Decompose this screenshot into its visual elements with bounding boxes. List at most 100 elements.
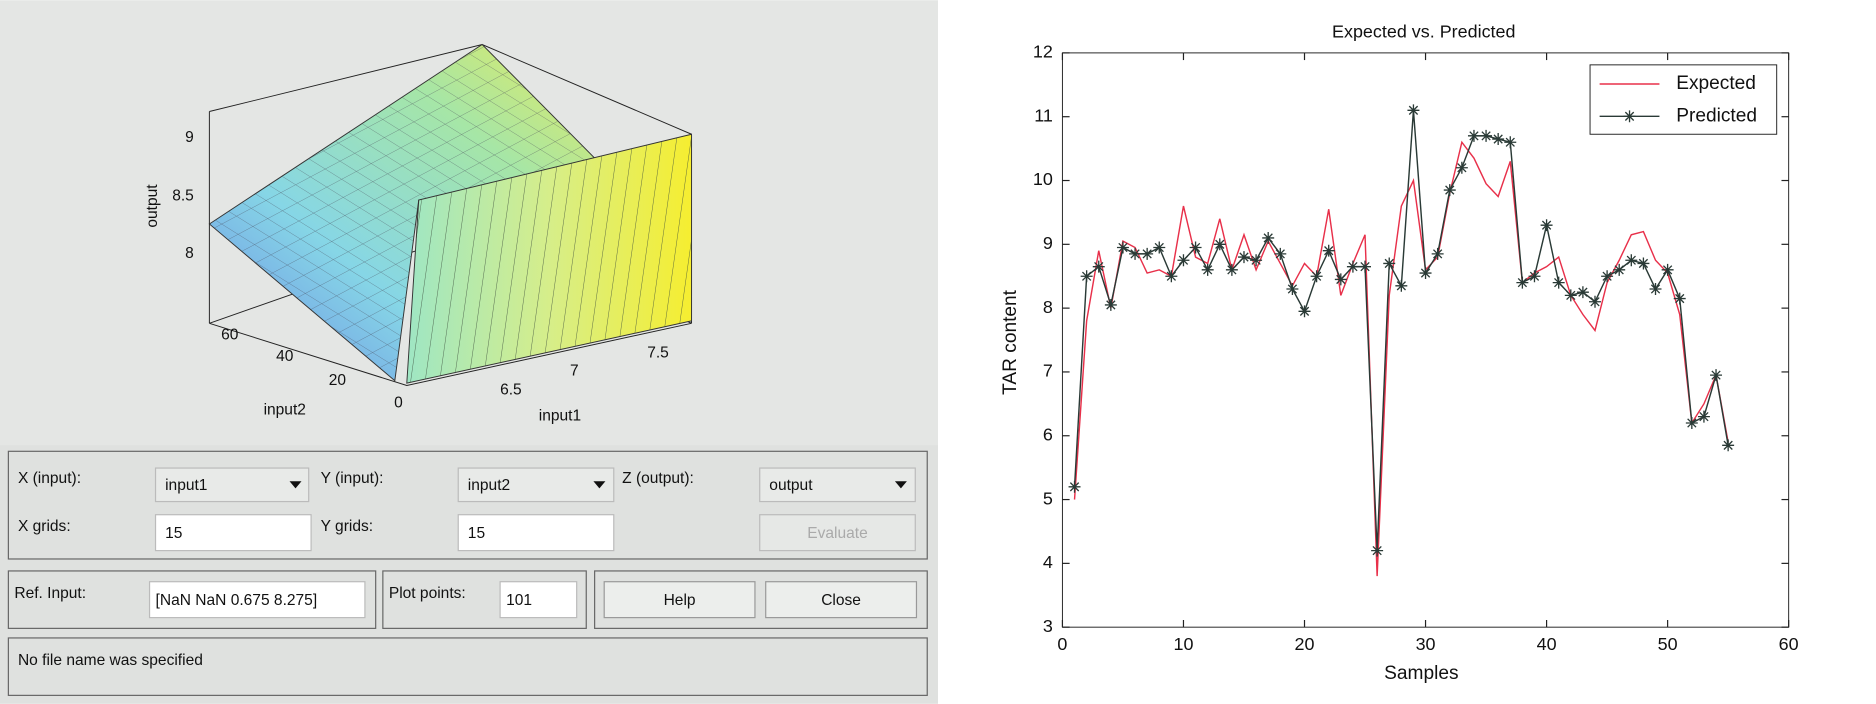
legend-label: Predicted	[1676, 105, 1757, 126]
point-marker	[1238, 251, 1250, 264]
point-marker	[1710, 369, 1723, 382]
point-marker	[1455, 161, 1468, 174]
point-marker	[1262, 231, 1275, 244]
point-marker	[1540, 219, 1553, 232]
point-marker	[1637, 257, 1650, 270]
z-output-dropdown[interactable]	[759, 467, 916, 503]
label: X (input):	[18, 470, 81, 487]
point-marker	[1141, 247, 1154, 260]
point-marker	[1189, 241, 1202, 254]
point-marker	[1068, 480, 1081, 493]
point-marker	[1129, 247, 1142, 260]
point-marker	[1625, 254, 1638, 267]
series-line	[1073, 140, 1729, 577]
point-marker	[1492, 133, 1505, 146]
help-button[interactable]	[603, 581, 756, 619]
close-button[interactable]	[765, 581, 918, 619]
x-input-dropdown[interactable]	[154, 467, 310, 503]
y-tick-label: 6	[1043, 424, 1053, 444]
surface-plot: output input2 input1 8 8.5 9 6.5 7 7.5 0…	[144, 43, 693, 425]
x-axis-label: Samples	[1384, 663, 1458, 684]
x-tick-label: 0	[1057, 634, 1067, 654]
point-marker	[1613, 263, 1626, 276]
point-marker	[1250, 254, 1263, 267]
label: Y grids:	[321, 518, 373, 535]
point-marker	[1552, 276, 1565, 289]
ref-input-field[interactable]	[148, 581, 366, 619]
z-axis-label: output	[144, 184, 161, 228]
y-tick-label: 20	[329, 372, 347, 389]
dropdown-value: input1	[165, 477, 207, 494]
panel	[382, 570, 587, 629]
point-marker	[1480, 129, 1493, 142]
x-tick-label: 6.5	[500, 381, 522, 398]
legend-box	[1589, 64, 1778, 135]
y-tick-label: 60	[221, 326, 239, 343]
field-value: 15	[165, 525, 182, 542]
y-input-dropdown[interactable]	[457, 467, 615, 503]
z-tick-label: 8.5	[172, 188, 194, 205]
label: Y (input):	[321, 470, 384, 487]
panel	[7, 450, 928, 560]
x-tick-label: 50	[1658, 634, 1678, 654]
button-label: Evaluate	[807, 525, 868, 542]
point-marker	[1467, 129, 1480, 142]
surface-viewer: output input2 input1 8 8.5 9 6.5 7 7.5 0…	[0, 0, 938, 704]
point-marker	[1322, 244, 1335, 257]
point-marker	[1649, 283, 1662, 295]
plot-points-field[interactable]	[499, 581, 578, 619]
y-tick-label: 8	[1043, 297, 1053, 317]
chart-title: Expected vs. Predicted	[1332, 21, 1515, 41]
label: X grids:	[18, 518, 71, 535]
point-marker	[1092, 260, 1105, 273]
y-tick-label: 5	[1043, 488, 1053, 508]
point-marker	[1346, 260, 1359, 273]
point-marker	[1225, 263, 1238, 276]
point-marker	[1516, 276, 1529, 289]
point-marker	[1685, 417, 1698, 429]
evaluate-button[interactable]	[759, 514, 916, 552]
point-marker	[1576, 286, 1589, 299]
legend-marker	[1623, 110, 1636, 123]
point-marker	[1274, 247, 1287, 260]
point-marker	[1419, 267, 1432, 280]
point-marker	[1080, 270, 1093, 283]
y-grids-field[interactable]	[457, 514, 615, 552]
x-grids-field[interactable]	[154, 514, 312, 552]
dropdown-arrow	[894, 481, 907, 489]
z-tick-label: 9	[185, 129, 194, 146]
x-axis-label: input1	[539, 408, 581, 425]
point-marker	[1165, 270, 1178, 283]
x-tick-label: 7.5	[647, 344, 669, 361]
dropdown-value: output	[769, 477, 813, 494]
point-marker	[1383, 257, 1396, 270]
plot-area	[1061, 52, 1790, 628]
y-tick-label: 10	[1033, 169, 1053, 189]
x-tick-label: 40	[1537, 634, 1557, 654]
y-tick-label: 7	[1043, 361, 1053, 381]
dropdown-arrow	[593, 481, 606, 489]
point-marker	[1334, 273, 1347, 286]
label: Ref. Input:	[14, 585, 86, 602]
point-marker	[1310, 270, 1323, 283]
surface-face-mesh	[406, 134, 692, 384]
point-marker	[1371, 544, 1384, 557]
label: Z (output):	[622, 470, 694, 487]
point-marker	[1213, 238, 1226, 251]
surface-mesh	[209, 44, 611, 381]
y-tick-label: 11	[1034, 105, 1053, 125]
y-axis-label: TAR content	[1000, 289, 1021, 395]
point-marker	[1395, 279, 1408, 292]
point-marker	[1722, 439, 1735, 452]
panel	[7, 637, 928, 696]
button-label: Close	[821, 592, 861, 609]
point-marker	[1443, 184, 1456, 197]
point-marker	[1153, 241, 1166, 254]
x-tick-label: 10	[1173, 634, 1193, 654]
x-tick-label: 7	[570, 362, 579, 379]
point-marker	[1528, 270, 1541, 283]
y-tick-label: 0	[394, 395, 403, 412]
